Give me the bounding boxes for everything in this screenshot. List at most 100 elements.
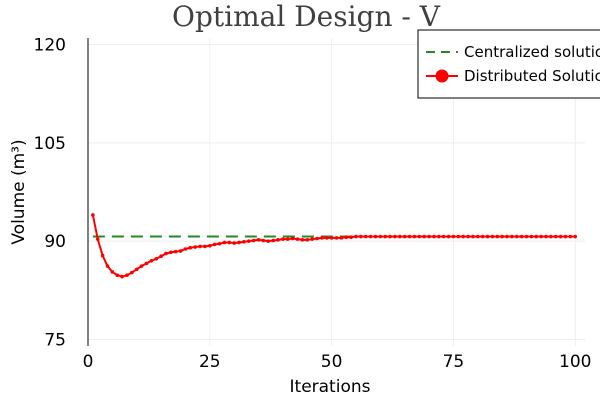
data-point <box>432 234 436 239</box>
data-point <box>471 234 475 239</box>
x-tick-label: 25 <box>199 352 221 372</box>
data-point <box>100 253 105 258</box>
data-point <box>573 234 578 239</box>
data-point <box>446 234 451 239</box>
data-point <box>159 254 163 259</box>
data-point <box>110 270 115 274</box>
data-point <box>315 236 319 241</box>
data-point <box>495 234 500 239</box>
data-point <box>437 234 441 239</box>
data-point <box>212 242 217 247</box>
data-point <box>173 249 178 254</box>
data-point <box>134 267 139 272</box>
x-axis-label: Iterations <box>290 377 371 397</box>
data-point <box>524 234 529 239</box>
data-point <box>344 235 349 240</box>
y-tick-label: 75 <box>44 330 66 350</box>
data-point <box>251 238 256 243</box>
data-point <box>393 234 397 239</box>
data-point <box>563 234 568 239</box>
data-point <box>169 250 173 255</box>
data-point <box>256 238 261 242</box>
data-point <box>354 234 358 239</box>
data-point <box>451 234 456 239</box>
data-point <box>115 273 120 278</box>
data-point <box>441 234 446 239</box>
data-point <box>164 251 168 256</box>
data-point <box>534 234 539 239</box>
data-point <box>222 240 227 245</box>
data-point <box>505 234 509 239</box>
data-point <box>281 237 285 241</box>
data-point <box>271 238 275 243</box>
data-point <box>539 234 543 239</box>
data-point <box>461 234 465 239</box>
data-point <box>514 234 519 239</box>
data-point <box>383 234 388 239</box>
data-point <box>193 245 197 249</box>
data-point <box>188 245 193 250</box>
data-point <box>305 238 310 242</box>
legend-box <box>417 29 600 99</box>
data-point <box>242 240 246 244</box>
data-point <box>476 234 480 239</box>
data-point <box>490 234 495 239</box>
legend-marker-distributed <box>435 69 449 83</box>
data-point <box>329 236 334 240</box>
data-point <box>485 234 490 239</box>
data-point <box>125 273 129 278</box>
data-point <box>261 238 266 243</box>
data-point <box>549 234 553 239</box>
data-point <box>378 234 383 239</box>
data-point <box>422 234 427 239</box>
data-point <box>290 236 295 241</box>
data-point <box>178 249 183 253</box>
legend: Centralized solution Distributed Solutio… <box>417 29 600 99</box>
legend-label-distributed: Distributed Solution <box>464 67 600 85</box>
data-point <box>480 234 485 239</box>
data-point <box>558 234 563 239</box>
x-tick-label: 100 <box>559 352 591 372</box>
data-point <box>363 234 368 239</box>
data-point <box>144 261 149 266</box>
data-point <box>91 213 95 217</box>
data-point <box>246 239 251 243</box>
y-tick-labels: 75 90 105 120 <box>34 36 66 351</box>
data-point <box>500 234 504 239</box>
legend-label-centralized: Centralized solution <box>464 43 600 61</box>
data-point <box>324 236 329 240</box>
data-point <box>359 234 363 239</box>
data-point <box>95 237 100 241</box>
data-point <box>519 234 524 239</box>
data-point <box>349 235 353 240</box>
data-point <box>139 264 144 268</box>
data-point <box>227 240 232 245</box>
data-point <box>456 234 461 239</box>
data-point <box>398 234 402 239</box>
data-point <box>334 236 339 240</box>
data-point <box>266 239 271 243</box>
data-point <box>203 244 207 249</box>
data-point <box>417 234 422 239</box>
data-point <box>339 236 344 240</box>
series-layer <box>91 213 578 279</box>
x-tick-label: 50 <box>321 352 343 372</box>
data-point <box>427 234 431 239</box>
data-point <box>320 236 324 240</box>
distributed-line <box>91 214 576 278</box>
data-point <box>510 234 514 239</box>
data-point <box>120 274 124 279</box>
data-point <box>217 241 222 246</box>
data-point <box>154 257 159 261</box>
data-point <box>105 264 110 268</box>
data-point <box>149 259 154 263</box>
data-point <box>198 244 202 249</box>
data-point <box>412 234 417 239</box>
x-tick-label: 0 <box>83 352 94 372</box>
chart-title: Optimal Design - V <box>172 0 441 33</box>
data-point <box>276 238 280 242</box>
data-point <box>285 237 290 241</box>
data-point <box>466 234 470 239</box>
data-point <box>529 234 534 239</box>
